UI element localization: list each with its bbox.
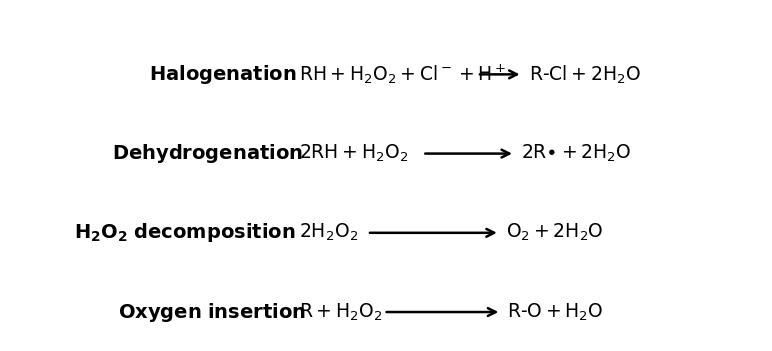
Text: $\mathregular{2RH + H_2O_2}$: $\mathregular{2RH + H_2O_2}$ — [299, 143, 408, 164]
Text: $\mathregular{R + H_2O_2}$: $\mathregular{R + H_2O_2}$ — [299, 302, 382, 323]
Text: $\mathregular{R\text{-}Cl + 2H_2O}$: $\mathregular{R\text{-}Cl + 2H_2O}$ — [529, 63, 641, 86]
Text: $\mathregular{R\text{-}O + H_2O}$: $\mathregular{R\text{-}O + H_2O}$ — [507, 302, 604, 323]
Text: $\mathbf{H_2O_2\ decomposition}$: $\mathbf{H_2O_2\ decomposition}$ — [74, 221, 296, 244]
Text: $\mathregular{2H_2O_2}$: $\mathregular{2H_2O_2}$ — [299, 222, 358, 244]
Text: $\mathbf{Halogenation}$: $\mathbf{Halogenation}$ — [149, 63, 296, 86]
Text: $\mathregular{O_2 + 2H_2O}$: $\mathregular{O_2 + 2H_2O}$ — [506, 222, 604, 244]
Text: $\mathregular{2R{\bullet}+ 2H_2O}$: $\mathregular{2R{\bullet}+ 2H_2O}$ — [521, 143, 631, 164]
Text: $\mathregular{RH + H_2O_2 +Cl^- + H^+}$: $\mathregular{RH + H_2O_2 +Cl^- + H^+}$ — [299, 63, 506, 86]
Text: $\mathbf{Dehydrogenation}$: $\mathbf{Dehydrogenation}$ — [113, 142, 303, 165]
Text: $\mathbf{Oxygen\ insertion}$: $\mathbf{Oxygen\ insertion}$ — [117, 300, 306, 324]
